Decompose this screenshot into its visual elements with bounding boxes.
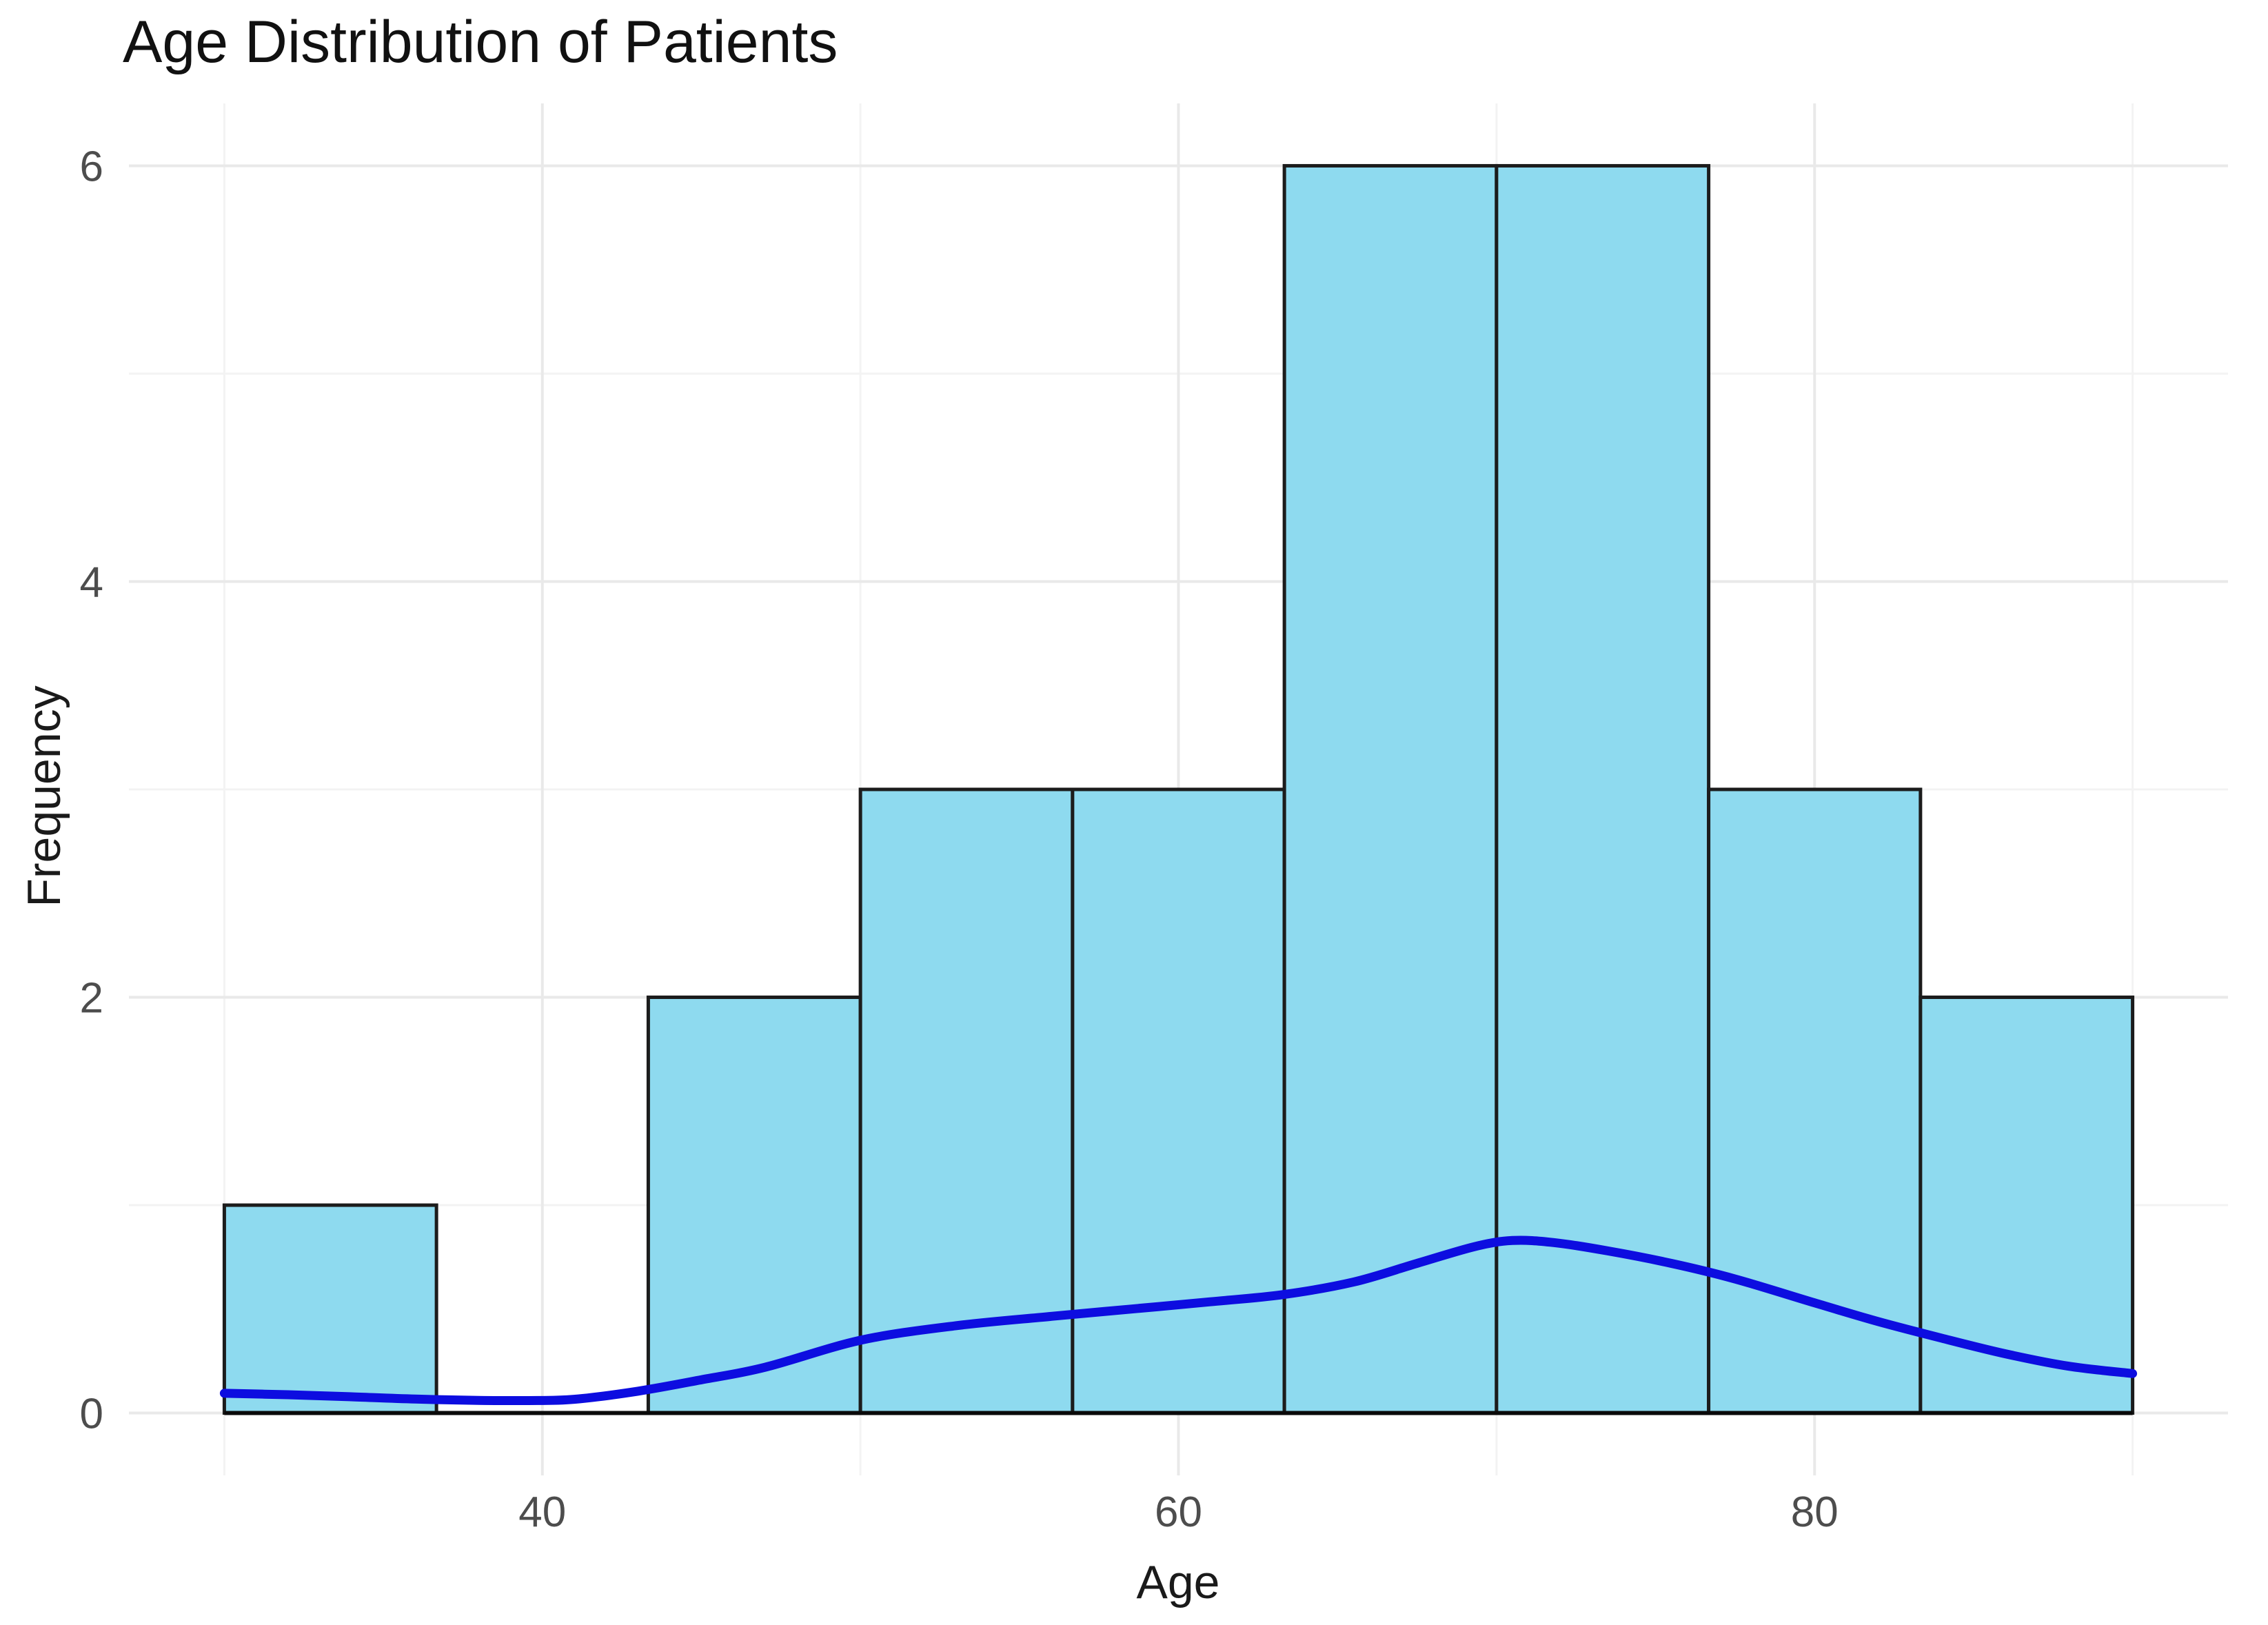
y-tick-label: 0 xyxy=(80,1391,103,1438)
x-tick-label: 80 xyxy=(1791,1488,1839,1536)
x-tick-label: 40 xyxy=(518,1488,566,1536)
density-curve xyxy=(219,1235,2138,1406)
histogram-bar xyxy=(1918,996,2135,1415)
x-axis-title: Age xyxy=(1136,1556,1220,1608)
histogram-bar xyxy=(222,1203,438,1415)
histogram-bar xyxy=(1495,163,1711,1415)
histogram-bar xyxy=(1282,163,1499,1415)
x-tick-label: 60 xyxy=(1155,1488,1202,1536)
y-tick-label: 4 xyxy=(80,558,103,606)
y-tick-label: 2 xyxy=(80,975,103,1022)
histogram-bar xyxy=(646,996,862,1415)
histogram-bar xyxy=(858,787,1075,1415)
histogram-bar xyxy=(1707,787,1923,1415)
histogram-bar xyxy=(1071,787,1286,1415)
chart-title: Age Distribution of Patients xyxy=(123,9,838,75)
y-axis-title: Frequency xyxy=(18,685,70,907)
y-tick-label: 6 xyxy=(80,143,103,190)
